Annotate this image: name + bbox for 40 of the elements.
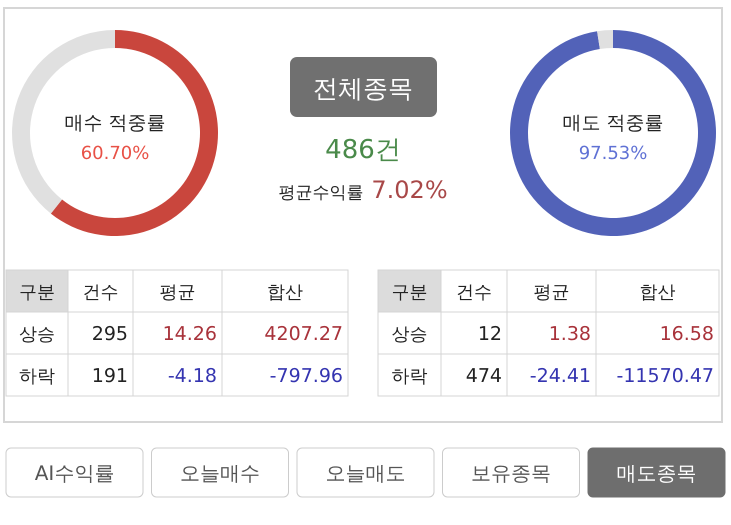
data-label: 191 (92, 365, 128, 387)
donut-slice (510, 30, 716, 236)
x-tick-label: 합산 (267, 282, 303, 303)
data-label: 60.70% (80, 143, 150, 164)
data-label: 474 (466, 365, 502, 387)
x-tick-label: 평균 (160, 282, 196, 303)
text: 7.02% (371, 176, 448, 204)
x-tick-label: 건수 (82, 282, 118, 303)
data-label: 295 (92, 323, 128, 345)
data-label: 4207.27 (264, 323, 343, 345)
y-tick-label: 상승 (19, 324, 55, 345)
tab-button: 오늘매도 (296, 448, 434, 498)
text: 486건 (325, 135, 401, 165)
y-tick-label: 상승 (392, 324, 428, 345)
tab-button: 오늘매수 (151, 448, 289, 498)
tab-button: 보유종목 (442, 448, 580, 498)
text: 전체종목 (313, 74, 413, 103)
donut-slice (597, 30, 613, 50)
data-label: 1.38 (548, 323, 591, 345)
donut-slice (50, 30, 218, 236)
data-label: 97.53% (578, 143, 648, 164)
tab-button: AI수익률 (6, 448, 144, 498)
data-label: -11570.47 (616, 365, 714, 387)
y-axis-title: 구분 (19, 282, 55, 303)
data-label: -4.18 (168, 365, 217, 387)
x-tick-label: 건수 (456, 282, 492, 303)
data-label: -24.41 (530, 365, 591, 387)
y-tick-label: 하락 (392, 366, 428, 387)
tab-button: 매도종목 (588, 448, 726, 498)
data-label: 12 (478, 323, 502, 345)
x-tick-label: 평균 (534, 282, 570, 303)
x-tick-label: 합산 (640, 282, 676, 303)
data-label: 16.58 (660, 323, 714, 345)
text: 매도 적중률 (562, 112, 664, 134)
y-axis-title: 구분 (392, 282, 428, 303)
text: 매수 적중률 (64, 112, 166, 134)
text: 평균수익률 (278, 183, 364, 203)
y-tick-label: 하락 (19, 366, 55, 387)
data-label: 14.26 (162, 323, 217, 345)
data-label: -797.96 (270, 365, 343, 387)
